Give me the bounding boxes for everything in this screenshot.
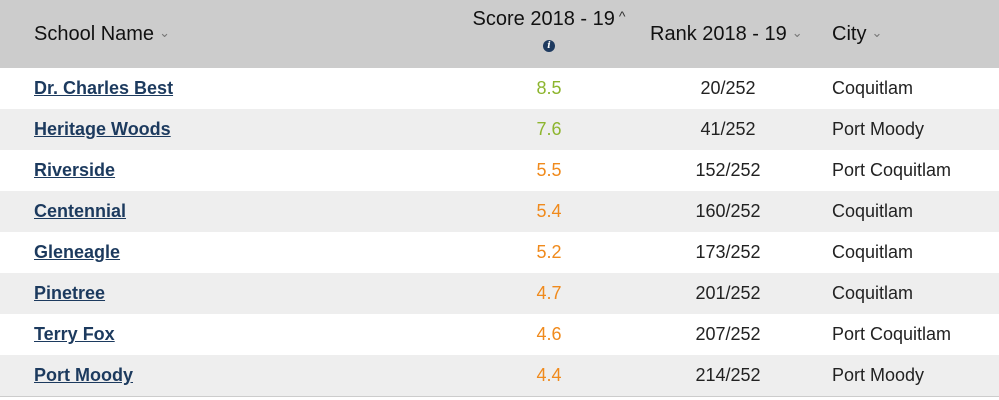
rank-value: 207/252 [695,324,761,344]
header-row: School Name ⌄ Score 2018 - 19 ^ i Rank 201… [0,0,999,68]
chevron-down-icon: ⌄ [791,24,803,40]
table-row: Pinetree 4.7 201/252 Coquitlam [0,273,999,314]
sort-rank-header[interactable]: Rank 2018 - 19 ⌄ [648,0,828,68]
score-header-label: Score 2018 - 19 [472,8,615,30]
rank-value: 152/252 [695,160,761,180]
table-row: Centennial 5.4 160/252 Coquitlam [0,191,999,232]
table-row: Heritage Woods 7.6 41/252 Port Moody [0,109,999,150]
table-header: School Name ⌄ Score 2018 - 19 ^ i Rank 201… [0,0,999,68]
school-link[interactable]: Pinetree [34,283,106,303]
score-value: 4.6 [536,324,562,344]
table-row: Gleneagle 5.2 173/252 Coquitlam [0,232,999,273]
city-value: Port Coquitlam [832,324,952,344]
city-value: Coquitlam [832,201,914,221]
rank-value: 160/252 [695,201,761,221]
rank-header-label: Rank 2018 - 19 [650,22,787,45]
school-name-header-label: School Name [34,22,155,45]
table-body: Dr. Charles Best 8.5 20/252 Coquitlam He… [0,68,999,397]
rank-value: 20/252 [700,78,756,98]
school-link[interactable]: Terry Fox [34,324,115,344]
school-link[interactable]: Riverside [34,160,116,180]
chevron-down-icon: ⌄ [159,24,170,40]
rank-value: 201/252 [695,283,761,303]
score-value: 7.6 [536,119,562,139]
school-link[interactable]: Centennial [34,201,127,221]
score-value: 4.7 [536,283,562,303]
chevron-down-icon: ⌄ [871,24,883,40]
city-value: Coquitlam [832,283,914,303]
school-link[interactable]: Gleneagle [34,242,121,262]
school-link[interactable]: Port Moody [34,364,133,385]
table-row: Terry Fox 4.6 207/252 Port Coquitlam [0,314,999,355]
table-row: Riverside 5.5 152/252 Port Coquitlam [0,150,999,191]
rank-value: 173/252 [695,242,761,262]
score-value: 4.4 [420,355,648,397]
rank-value: 41/252 [700,119,756,139]
rank-value: 214/252 [648,355,828,397]
sort-ascending-icon: ^ [618,8,626,24]
score-value: 5.4 [536,201,562,221]
school-link[interactable]: Dr. Charles Best [34,78,174,98]
sort-city-header[interactable]: City ⌄ [828,0,999,68]
city-header-label: City [832,22,867,45]
city-value: Port Moody [832,119,925,139]
score-value: 8.5 [536,78,562,98]
city-value: Port Moody [828,355,999,397]
table-row: Port Moody 4.4 214/252 Port Moody [0,355,999,397]
city-value: Port Coquitlam [832,160,952,180]
sort-score-header[interactable]: Score 2018 - 19 ^ i [420,0,648,68]
score-value: 5.5 [536,160,562,180]
score-value: 5.2 [536,242,562,262]
sort-school-name-header[interactable]: School Name ⌄ [0,0,420,68]
info-icon[interactable]: i [543,40,555,52]
school-link[interactable]: Heritage Woods [34,119,171,139]
table-row: Dr. Charles Best 8.5 20/252 Coquitlam [0,68,999,109]
city-value: Coquitlam [832,242,914,262]
city-value: Coquitlam [832,78,914,98]
